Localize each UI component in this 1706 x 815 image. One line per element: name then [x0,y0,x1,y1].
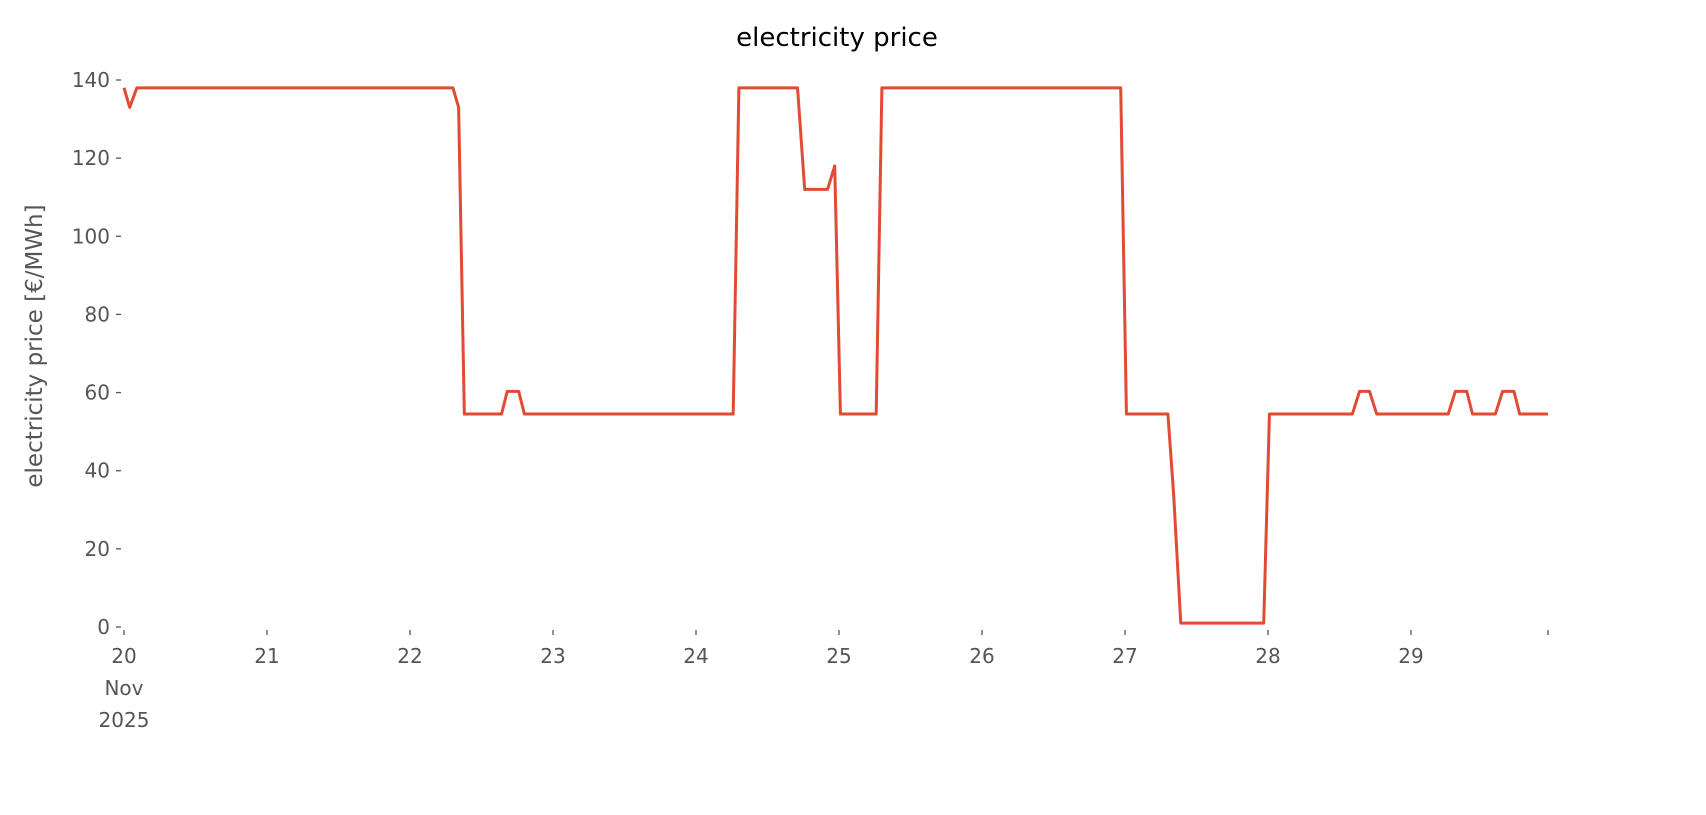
y-tick-label: 100 [72,224,110,248]
x-tick-label: 23 [540,644,565,668]
y-axis-label: electricity price [€/MWh] [22,204,48,487]
y-tick-label: 40 [85,459,110,483]
x-tick-label: 20 Nov 2025 [99,644,150,732]
y-tick-label: 140 [72,68,110,92]
x-tick-label: 22 [397,644,422,668]
y-tick-label: 0 [97,615,110,639]
x-tick-label: 28 [1255,644,1280,668]
x-tick-label: 24 [683,644,708,668]
x-tick-label: 21 [254,644,279,668]
y-tick-label: 80 [85,302,110,326]
price-line [122,86,1548,625]
y-tick-label: 120 [72,146,110,170]
y-tick-label: 20 [85,537,110,561]
x-tick-label: 27 [1112,644,1137,668]
chart-title: electricity price [736,23,938,53]
x-tick-label: 29 [1398,644,1423,668]
y-tick-label: 60 [85,381,110,405]
x-tick-label: 25 [826,644,851,668]
x-tick-label: 26 [969,644,994,668]
